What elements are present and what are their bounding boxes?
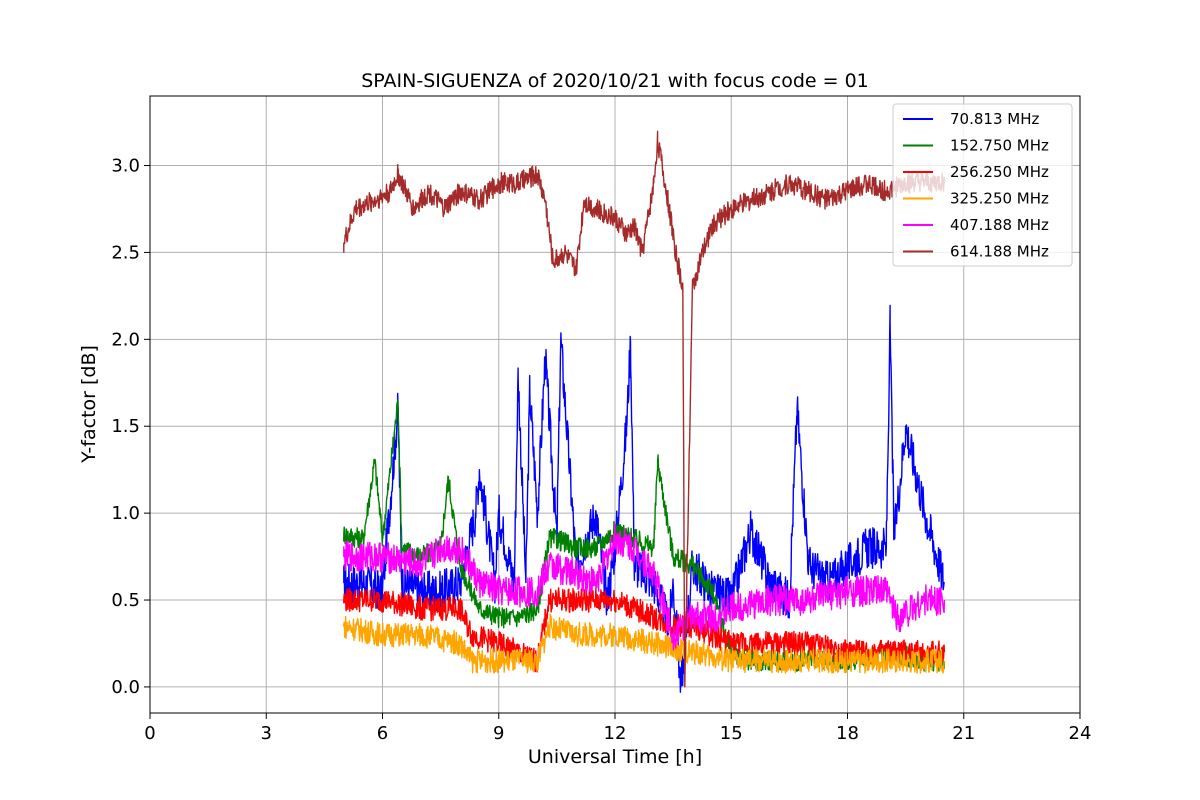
legend-box <box>892 103 1073 267</box>
series-layer <box>343 130 946 693</box>
y-tick-label: 2.0 <box>111 329 140 350</box>
y-tick-label: 1.5 <box>111 416 140 437</box>
x-tick-label: 15 <box>720 723 743 744</box>
legend-label: 152.750 MHz <box>950 137 1049 155</box>
x-tick-label: 0 <box>144 723 155 744</box>
x-axis-label: Universal Time [h] <box>528 746 702 768</box>
legend-label: 614.188 MHz <box>950 243 1049 261</box>
x-tick-label: 24 <box>1069 723 1092 744</box>
y-tick-label: 1.0 <box>111 503 140 524</box>
y-tick-label: 3.0 <box>111 156 140 177</box>
series-line-407-188-MHz <box>343 523 946 651</box>
x-tick-label: 21 <box>952 723 975 744</box>
legend-label: 325.250 MHz <box>950 190 1049 208</box>
chart-title: SPAIN-SIGUENZA of 2020/10/21 with focus … <box>361 70 869 92</box>
y-tick-label: 0.5 <box>111 590 140 611</box>
series-line-325-250-MHz <box>343 613 946 674</box>
y-tick-label: 2.5 <box>111 242 140 263</box>
x-tick-label: 3 <box>261 723 272 744</box>
legend-label: 407.188 MHz <box>950 216 1049 234</box>
legend: 70.813 MHz 152.750 MHz 256.250 MHz 325.250 … <box>892 103 1073 267</box>
x-tick-label: 12 <box>604 723 627 744</box>
y-axis-label: Y-factor [dB] <box>78 345 100 464</box>
x-axis: 0 3 6 9 12 15 18 21 24 <box>144 713 1091 744</box>
legend-label: 70.813 MHz <box>950 110 1039 128</box>
legend-label: 256.250 MHz <box>950 163 1049 181</box>
y-axis: 0.0 0.5 1.0 1.5 2.0 2.5 3.0 <box>111 156 150 698</box>
x-tick-label: 6 <box>377 723 388 744</box>
x-tick-label: 18 <box>836 723 859 744</box>
series-line-614-188-MHz <box>343 130 946 688</box>
x-tick-label: 9 <box>493 723 504 744</box>
y-tick-label: 0.0 <box>111 677 140 698</box>
